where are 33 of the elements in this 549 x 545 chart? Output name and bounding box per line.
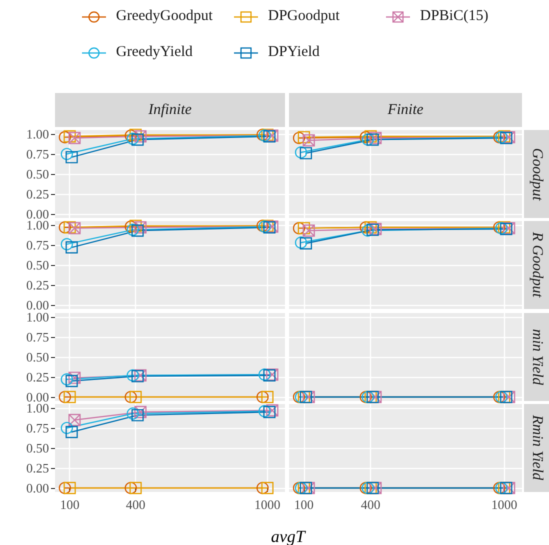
y2-axis-title: Rmin Yield (524, 404, 549, 492)
y-tick-label: 0.50 (26, 258, 49, 272)
y-tick-label: 1.00 (26, 310, 49, 324)
y-tick-label: 0.50 (26, 350, 49, 364)
x-tick-label: 100 (60, 497, 80, 512)
y2-axis-title: Goodput (524, 130, 549, 218)
legend-label: GreedyYield (116, 44, 193, 61)
x-tick-label: 1000 (491, 497, 518, 512)
legend-label: DPGoodput (268, 8, 340, 25)
y-tick-label: 0.00 (26, 480, 49, 496)
x-tick-label: 100 (294, 497, 314, 512)
y-tick-label: 0.75 (26, 146, 49, 162)
y-tick-label: 0.25 (26, 186, 49, 202)
y-tick-label: 0.25 (26, 370, 49, 384)
chart-title: Infinite (55, 93, 285, 127)
y-tick-label: 0.25 (26, 278, 49, 292)
legend-label: DPBiC(15) (420, 8, 488, 25)
legend-label: DPYield (268, 44, 320, 61)
y-tick-label: 0.75 (26, 420, 49, 436)
y2-axis-title: min Yield (524, 313, 549, 401)
y-tick-label: 0.50 (26, 440, 49, 456)
x-tick-label: 400 (126, 497, 146, 512)
x-tick-label: 1000 (254, 497, 280, 512)
y-tick-label: 0.50 (26, 166, 49, 182)
x-tick-label: 400 (360, 497, 380, 512)
y2-axis-title: R Goodput (524, 221, 549, 309)
legend-label: GreedyGoodput (116, 8, 213, 25)
y-tick-label: 0.75 (26, 330, 49, 344)
y-tick-label: 0.75 (26, 238, 49, 252)
y-tick-label: 1.00 (26, 126, 49, 142)
y-tick-label: 0.25 (26, 460, 49, 476)
y-tick-label: 0.00 (26, 298, 49, 312)
chart-title: Finite (289, 93, 522, 127)
